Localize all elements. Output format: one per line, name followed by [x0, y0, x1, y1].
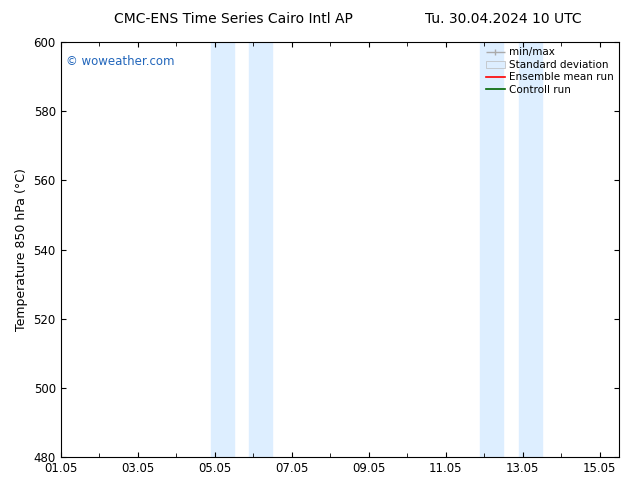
Bar	[211, 42, 234, 457]
Bar	[249, 42, 273, 457]
Text: CMC-ENS Time Series Cairo Intl AP: CMC-ENS Time Series Cairo Intl AP	[114, 12, 353, 26]
Text: Tu. 30.04.2024 10 UTC: Tu. 30.04.2024 10 UTC	[425, 12, 581, 26]
Y-axis label: Temperature 850 hPa (°C): Temperature 850 hPa (°C)	[15, 168, 28, 331]
Bar	[519, 42, 542, 457]
Legend: min/max, Standard deviation, Ensemble mean run, Controll run: min/max, Standard deviation, Ensemble me…	[484, 45, 616, 97]
Bar	[481, 42, 503, 457]
Text: © woweather.com: © woweather.com	[66, 54, 175, 68]
